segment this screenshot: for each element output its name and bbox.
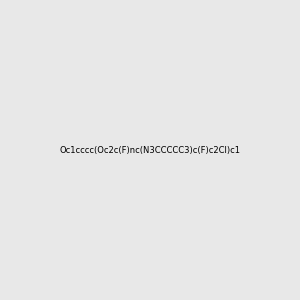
Text: Oc1cccc(Oc2c(F)nc(N3CCCCC3)c(F)c2Cl)c1: Oc1cccc(Oc2c(F)nc(N3CCCCC3)c(F)c2Cl)c1 (59, 146, 241, 154)
